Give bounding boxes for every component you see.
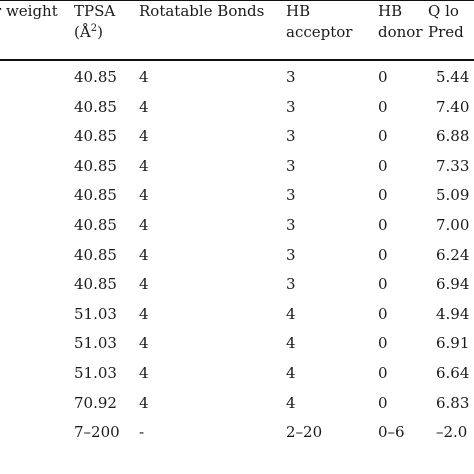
header-hb-acceptor-line2: acceptor bbox=[286, 23, 353, 41]
cell-hb-acceptor: 3 bbox=[286, 275, 296, 293]
cell-hb-donor: 0 bbox=[378, 98, 388, 116]
cell-tpsa: 51.03 bbox=[74, 364, 117, 382]
cell-rotatable-bonds: 4 bbox=[139, 98, 149, 116]
header-hb-acceptor: HB bbox=[286, 2, 311, 20]
cell-hb-donor: 0 bbox=[378, 216, 388, 234]
header-qlog-line2: Pred bbox=[428, 23, 464, 41]
cell-hb-acceptor: 3 bbox=[286, 246, 296, 264]
cell-qlog-pred: 7.33 bbox=[436, 157, 470, 175]
cell-tpsa: 40.85 bbox=[74, 68, 117, 86]
cell-hb-donor: 0 bbox=[378, 305, 388, 323]
table-top-rule bbox=[0, 0, 474, 1]
cell-tpsa: 40.85 bbox=[74, 157, 117, 175]
cell-hb-acceptor: 4 bbox=[286, 334, 296, 352]
cell-rotatable-bonds: 4 bbox=[139, 275, 149, 293]
cell-hb-donor: 0 bbox=[378, 394, 388, 412]
cell-rotatable-bonds: 4 bbox=[139, 305, 149, 323]
cell-hb-donor: 0 bbox=[378, 68, 388, 86]
cell-qlog-pred: 5.44 bbox=[436, 68, 470, 86]
cell-hb-acceptor: 3 bbox=[286, 68, 296, 86]
cell-qlog-pred: 6.83 bbox=[436, 394, 470, 412]
cell-rotatable-bonds: - bbox=[139, 423, 145, 441]
cell-hb-donor: 0 bbox=[378, 186, 388, 204]
cell-hb-donor: 0 bbox=[378, 127, 388, 145]
cell-qlog-pred: 4.94 bbox=[436, 305, 470, 323]
cell-tpsa: 40.85 bbox=[74, 186, 117, 204]
cell-qlog-pred: 7.00 bbox=[436, 216, 470, 234]
cell-qlog-pred: 6.24 bbox=[436, 246, 470, 264]
cell-hb-acceptor: 3 bbox=[286, 216, 296, 234]
header-qlog: Q lo bbox=[428, 2, 459, 20]
cell-rotatable-bonds: 4 bbox=[139, 157, 149, 175]
header-rotatable-bonds: Rotatable Bonds bbox=[139, 2, 265, 20]
cell-qlog-pred: 6.91 bbox=[436, 334, 470, 352]
cell-hb-donor: 0 bbox=[378, 246, 388, 264]
cell-hb-acceptor: 3 bbox=[286, 157, 296, 175]
cell-tpsa: 51.03 bbox=[74, 334, 117, 352]
cell-hb-acceptor: 4 bbox=[286, 305, 296, 323]
cell-qlog-pred: –2.0 bbox=[436, 423, 468, 441]
cell-hb-acceptor: 4 bbox=[286, 364, 296, 382]
cell-hb-acceptor: 2–20 bbox=[286, 423, 323, 441]
cell-tpsa: 40.85 bbox=[74, 246, 117, 264]
cell-hb-acceptor: 3 bbox=[286, 186, 296, 204]
cell-hb-acceptor: 3 bbox=[286, 127, 296, 145]
header-tpsa: TPSA bbox=[74, 2, 116, 20]
cell-tpsa: 70.92 bbox=[74, 394, 117, 412]
cell-tpsa: 40.85 bbox=[74, 127, 117, 145]
cell-qlog-pred: 6.94 bbox=[436, 275, 470, 293]
cell-tpsa: 7–200 bbox=[74, 423, 120, 441]
cell-hb-acceptor: 4 bbox=[286, 394, 296, 412]
cell-qlog-pred: 6.88 bbox=[436, 127, 470, 145]
cell-tpsa: 40.85 bbox=[74, 216, 117, 234]
cell-hb-donor: 0–6 bbox=[378, 423, 405, 441]
header-hb-donor-line2: donor bbox=[378, 23, 423, 41]
cell-rotatable-bonds: 4 bbox=[139, 246, 149, 264]
cell-rotatable-bonds: 4 bbox=[139, 127, 149, 145]
cell-rotatable-bonds: 4 bbox=[139, 334, 149, 352]
cell-rotatable-bonds: 4 bbox=[139, 68, 149, 86]
cell-hb-donor: 0 bbox=[378, 334, 388, 352]
header-bottom-rule bbox=[0, 59, 474, 61]
cell-rotatable-bonds: 4 bbox=[139, 364, 149, 382]
cell-rotatable-bonds: 4 bbox=[139, 186, 149, 204]
cell-tpsa: 40.85 bbox=[74, 98, 117, 116]
cell-qlog-pred: 7.40 bbox=[436, 98, 470, 116]
header-tpsa-unit: (Å2) bbox=[74, 23, 103, 41]
cell-hb-donor: 0 bbox=[378, 364, 388, 382]
cell-hb-acceptor: 3 bbox=[286, 98, 296, 116]
cell-hb-donor: 0 bbox=[378, 157, 388, 175]
header-mol-weight: r weight bbox=[0, 2, 58, 20]
cell-qlog-pred: 6.64 bbox=[436, 364, 470, 382]
cell-qlog-pred: 5.09 bbox=[436, 186, 470, 204]
cell-hb-donor: 0 bbox=[378, 275, 388, 293]
cell-rotatable-bonds: 4 bbox=[139, 394, 149, 412]
cell-rotatable-bonds: 4 bbox=[139, 216, 149, 234]
cell-tpsa: 40.85 bbox=[74, 275, 117, 293]
cell-tpsa: 51.03 bbox=[74, 305, 117, 323]
header-hb-donor: HB bbox=[378, 2, 403, 20]
